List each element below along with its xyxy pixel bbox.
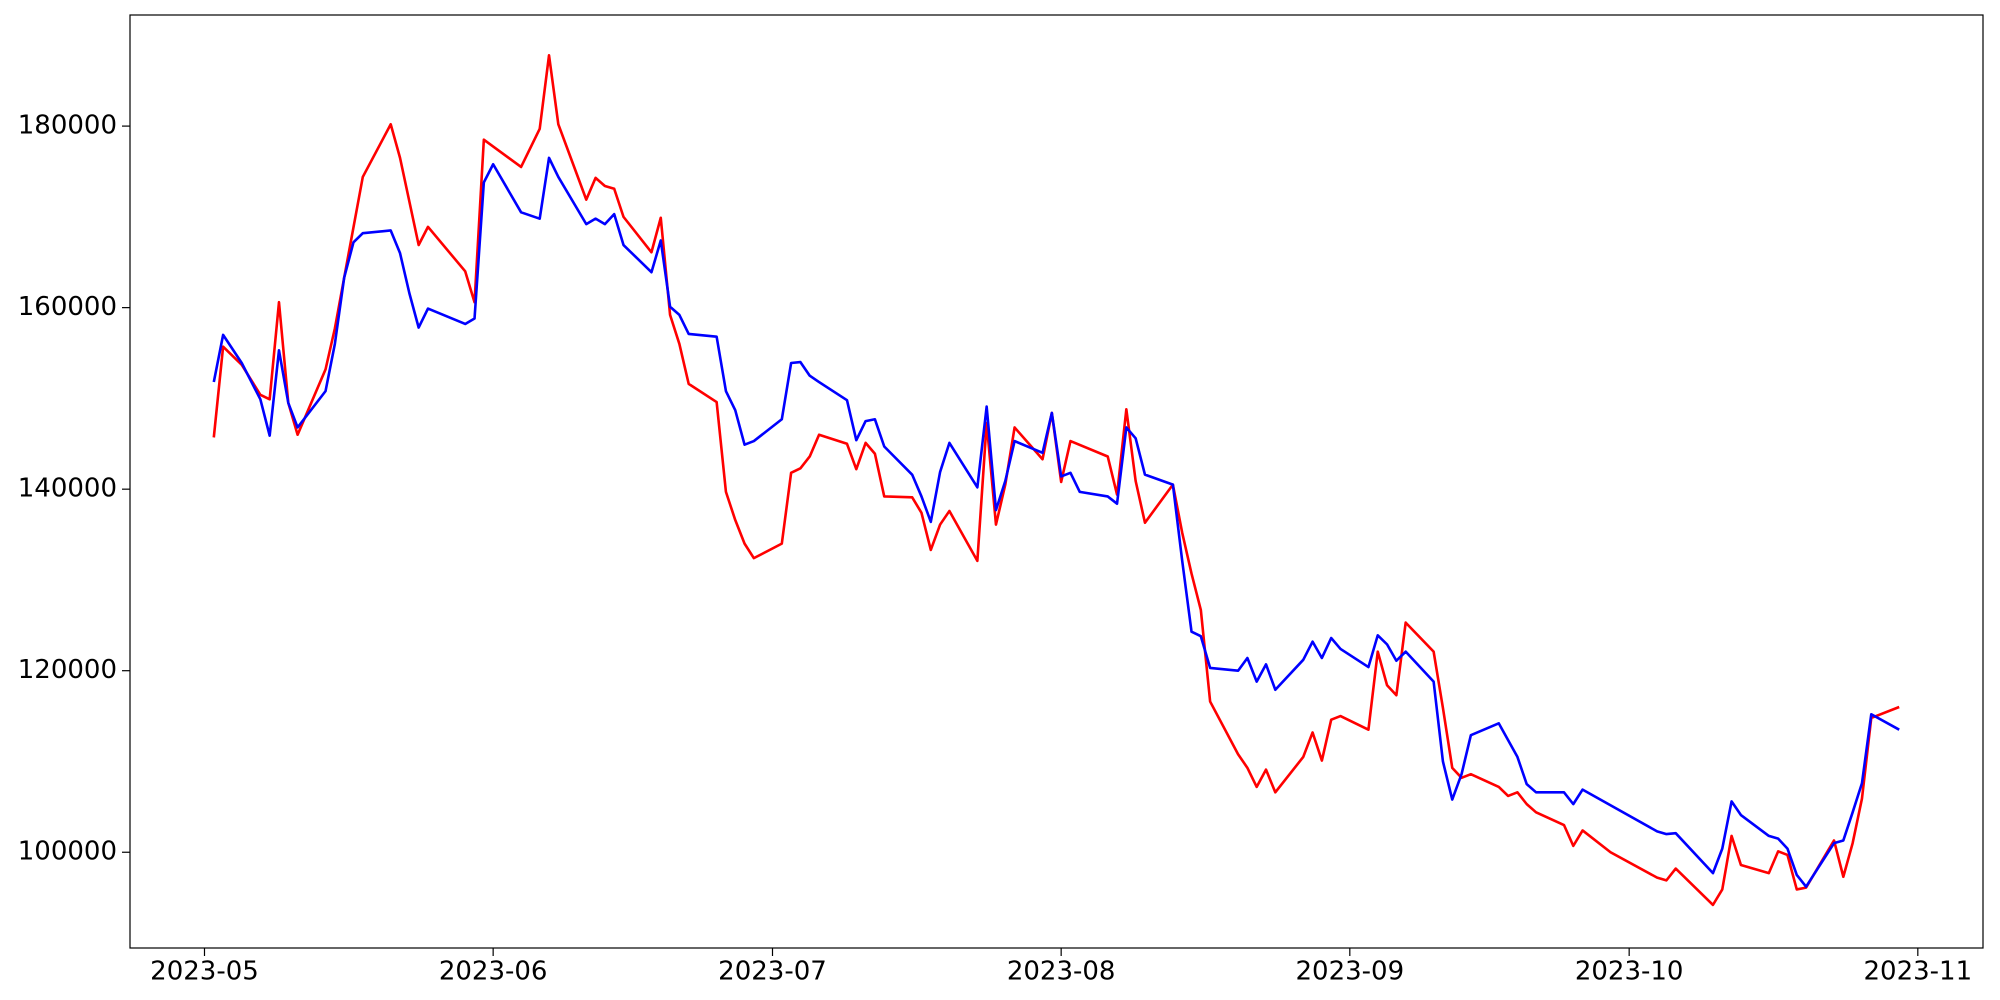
y-tick-label: 140000: [18, 474, 117, 504]
x-tick-label: 2023-05: [150, 957, 259, 987]
series-line: [212, 156, 1900, 889]
x-tick-label: 2023-09: [1295, 957, 1404, 987]
plot-frame: [129, 14, 1984, 949]
y-tick-label: 180000: [18, 111, 117, 141]
x-tick-label: 2023-10: [1575, 957, 1684, 987]
y-tick-label: 100000: [18, 837, 117, 867]
y-tick-label: 120000: [18, 655, 117, 685]
x-tick-label: 2023-08: [1007, 957, 1116, 987]
series-line: [212, 54, 1900, 907]
x-tick-label: 2023-07: [718, 957, 827, 987]
x-tick-label: 2023-11: [1863, 957, 1972, 987]
x-tick-label: 2023-06: [439, 957, 548, 987]
y-tick-label: 160000: [18, 292, 117, 322]
